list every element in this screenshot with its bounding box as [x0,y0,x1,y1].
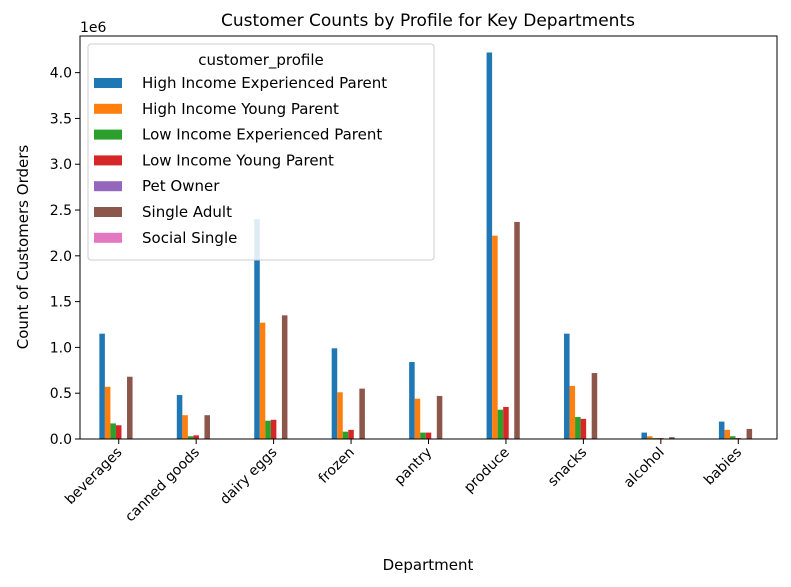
y-tick-label: 3.0 [50,157,72,173]
bar [669,437,675,439]
y-axis-label: Count of Customers Orders [14,145,32,350]
bar [337,392,343,439]
bar [254,219,260,439]
bar [486,52,493,440]
y-tick-label: 2.0 [50,249,72,265]
bar [569,385,576,439]
x-tick-label: produce [461,445,513,497]
bar [575,417,581,439]
y-tick-label: 1.5 [50,295,72,311]
y-tick-label: 2.5 [50,203,72,219]
bar [259,322,266,439]
x-tick-label: frozen [316,445,358,487]
bar [425,432,432,439]
bar [414,398,421,439]
bar [342,431,349,439]
legend-box [87,43,435,261]
x-tick-label: beverages [62,445,125,508]
bar [729,436,736,439]
legend-swatch [94,129,122,140]
legend-entry: Low Income Young Parent [142,151,334,169]
bar [104,386,111,439]
legend: customer_profile High Income Experienced … [87,43,435,261]
bar [281,315,288,439]
bar [348,429,354,439]
y-tick-label: 4.0 [50,66,72,82]
y-tick-label: 1.0 [50,340,72,356]
bar [359,388,365,440]
y-tick-label: 0.5 [50,386,72,402]
bar [492,235,498,439]
bar [436,395,443,439]
bar [110,423,116,439]
legend-swatch [94,207,122,217]
bar [514,221,520,439]
bar [265,420,271,439]
legend-swatch [94,103,122,114]
x-tick-label: canned goods [122,445,203,526]
legend-swatch [94,155,122,166]
bar [176,395,183,439]
legend-title: customer_profile [198,51,324,70]
bar [193,435,199,439]
legend-entry: Low Income Experienced Parent [142,126,382,144]
x-axis-label: Department [383,556,474,574]
bar [182,415,188,439]
bar [115,425,122,439]
bar [641,432,647,439]
x-tick-label: babies [701,445,745,489]
bar [331,348,338,439]
y-tick-label: 0.0 [50,432,72,448]
bars-group [99,52,758,440]
bar [270,419,277,439]
legend-entry: Social Single [142,229,237,247]
bar [746,428,753,439]
chart-title: Customer Counts by Profile for Key Depar… [221,11,635,31]
legend-swatch [94,181,122,192]
legend-swatch [94,78,122,88]
plot-frame [79,35,778,440]
legend-entry: Single Adult [142,203,232,221]
bar [497,409,504,439]
bar [718,421,725,439]
legend-swatch [94,232,122,243]
bar [591,373,598,439]
legend-entry: High Income Experienced Parent [142,74,387,92]
bar [99,333,105,439]
bar [724,429,730,439]
bar [647,436,653,439]
y-tick-label: 3.5 [50,111,72,127]
bar [580,418,587,439]
x-tick-label: dairy eggs [217,445,280,508]
bar [420,432,426,439]
x-tick-label: alcohol [621,445,668,492]
y-multiplier-label: 1e6 [80,20,107,36]
bar [409,362,415,439]
bar [187,436,194,439]
x-tick-label: snacks [545,445,590,490]
bar [204,415,210,439]
legend-entry: High Income Young Parent [142,100,339,118]
legend-entry: Pet Owner [142,177,220,195]
bar [127,376,133,439]
bar [564,333,570,439]
x-tick-label: pantry [392,445,436,489]
y-axis: 0.0 0.5 1.0 1.5 2.0 2.5 3.0 3.5 4.0 [50,66,80,448]
bar [503,406,509,439]
